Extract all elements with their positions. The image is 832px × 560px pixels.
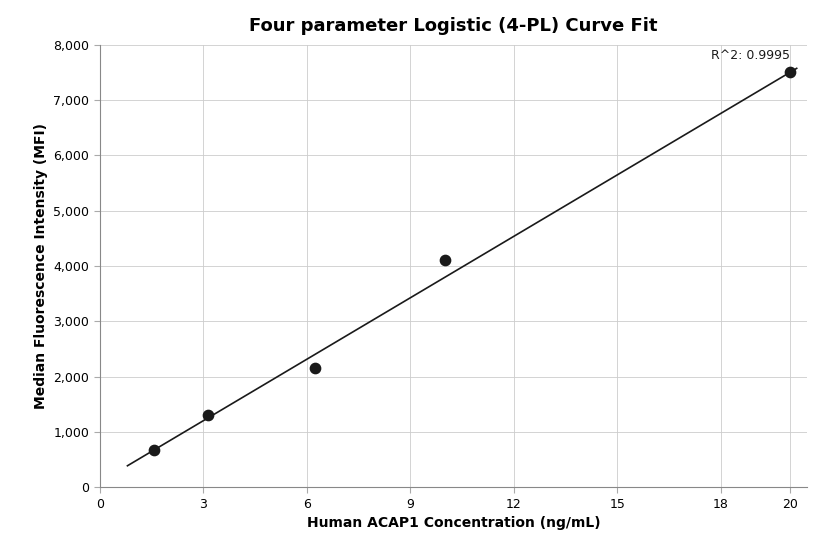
Point xyxy=(201,411,215,420)
Title: Four parameter Logistic (4-PL) Curve Fit: Four parameter Logistic (4-PL) Curve Fit xyxy=(250,17,657,35)
Point xyxy=(783,68,796,77)
Point xyxy=(147,446,161,455)
Point xyxy=(309,364,322,373)
Point xyxy=(438,256,452,265)
X-axis label: Human ACAP1 Concentration (ng/mL): Human ACAP1 Concentration (ng/mL) xyxy=(307,516,600,530)
Text: R^2: 0.9995: R^2: 0.9995 xyxy=(711,49,790,63)
Y-axis label: Median Fluorescence Intensity (MFI): Median Fluorescence Intensity (MFI) xyxy=(34,123,48,409)
